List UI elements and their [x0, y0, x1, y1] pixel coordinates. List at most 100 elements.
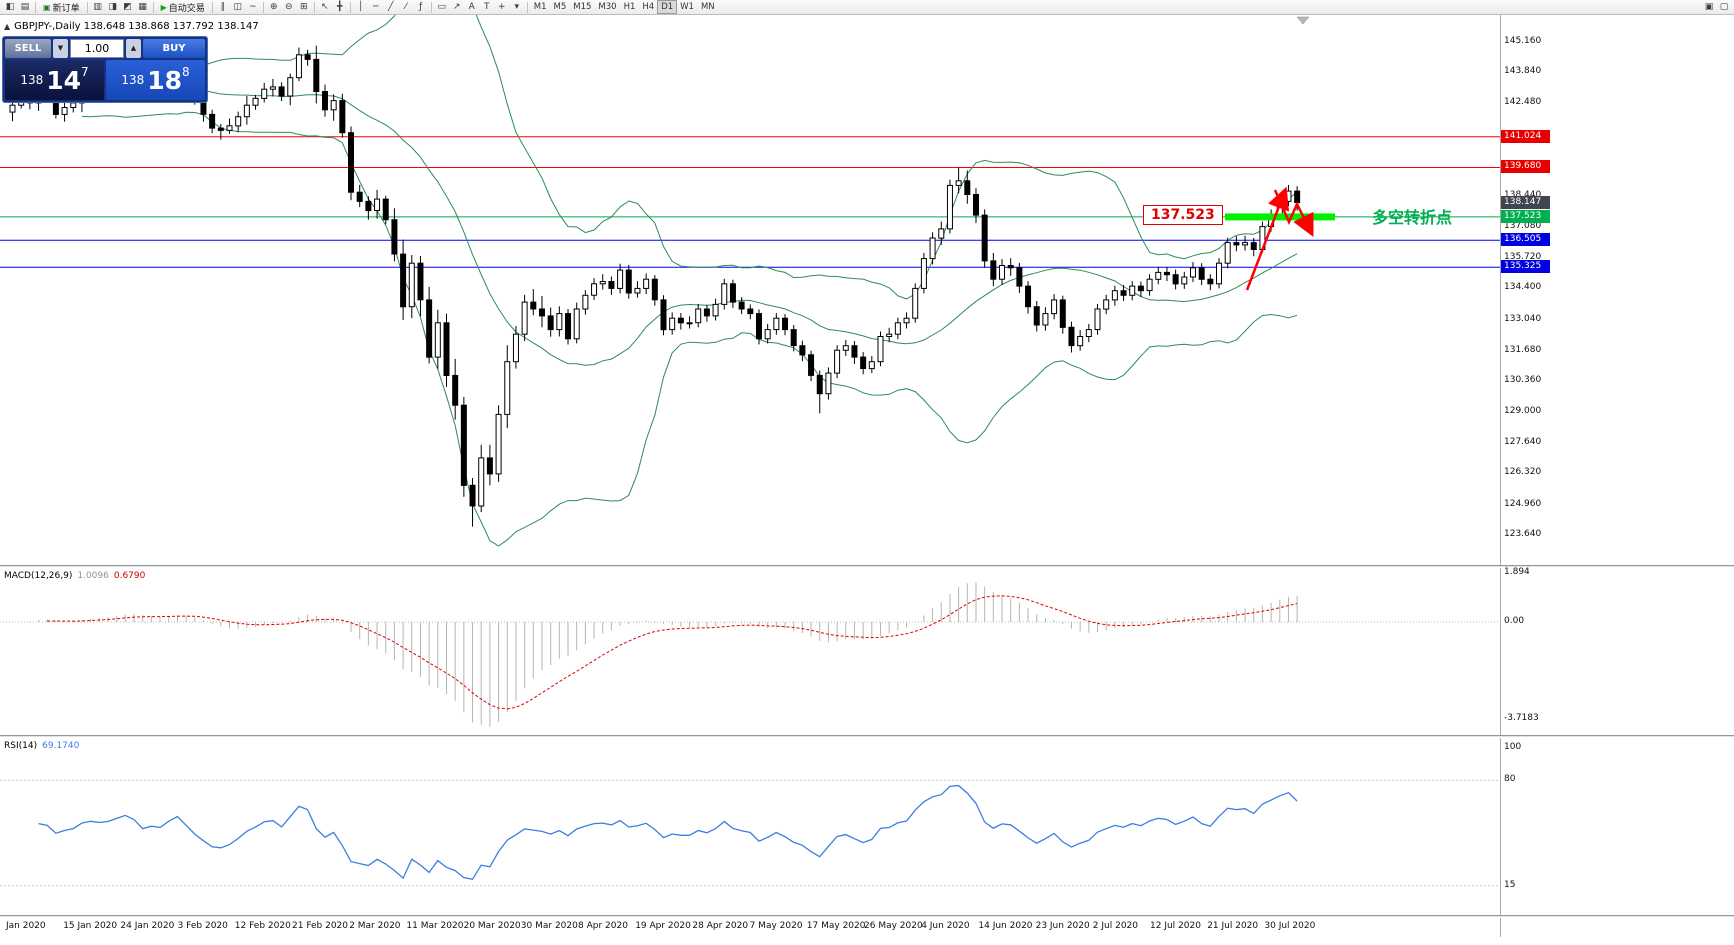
timeframe-m30[interactable]: M30: [598, 2, 617, 12]
date-label: 17 May 2020: [806, 921, 866, 931]
price-axis-label: 142.480: [1504, 97, 1542, 108]
date-label: 26 May 2020: [864, 921, 923, 931]
trade-panel-collapse-toggle[interactable]: ▲: [4, 22, 11, 31]
toolbar-separator: [86, 1, 88, 13]
rsi-axis-label: 100: [1504, 742, 1522, 752]
autotrade-button-label: 自动交易: [168, 3, 205, 14]
date-label: Jan 2020: [6, 921, 46, 931]
volume-decrease-button[interactable]: ▼: [53, 39, 68, 58]
candlestick-chart-icon[interactable]: ◫: [233, 2, 242, 12]
profiles-icon[interactable]: ▤: [20, 2, 30, 12]
price-annotation-box[interactable]: 137.523: [1143, 205, 1223, 225]
navigator-icon[interactable]: ◩: [123, 2, 132, 12]
buy-price-point: 8: [182, 65, 190, 79]
price-tag: 137.523: [1501, 209, 1550, 223]
tile-windows-icon[interactable]: ⊞: [299, 2, 308, 12]
panel-splitter-macd[interactable]: [0, 565, 1734, 568]
price-axis-label: 131.680: [1504, 344, 1542, 355]
trendline-icon[interactable]: ╱: [388, 2, 394, 12]
trade-panel-prices: 138 14 7 138 18 8: [5, 60, 205, 100]
macd-signal-value: 0.6790: [113, 571, 146, 581]
sell-price[interactable]: 138 14 7: [5, 60, 104, 100]
panel-splitter-rsi[interactable]: [0, 735, 1734, 738]
date-label: 19 Apr 2020: [635, 921, 691, 931]
timeframe-h1[interactable]: H1: [623, 2, 636, 12]
date-label: 2 Jul 2020: [1092, 921, 1139, 931]
trend-arrow-up: [1245, 186, 1290, 291]
macd-panel-header: MACD(12,26,9) 1.0096 0.6790: [4, 571, 145, 581]
zoom-out-icon[interactable]: ⊖: [284, 2, 293, 12]
crosshair-icon[interactable]: ╋: [337, 2, 343, 12]
turning-point-note[interactable]: 多空转折点: [1372, 208, 1453, 227]
buy-button[interactable]: BUY: [143, 39, 205, 58]
chart-settings-icon[interactable]: ▣: [1704, 2, 1714, 12]
arrows-icon[interactable]: ↗: [452, 2, 461, 12]
bar-chart-icon[interactable]: ∥: [220, 2, 226, 12]
sell-button[interactable]: SELL: [5, 39, 51, 58]
arrange-windows-icon[interactable]: ▢: [1719, 2, 1729, 12]
terminal-icon[interactable]: ▦: [138, 2, 147, 12]
timeframe-w1[interactable]: W1: [680, 2, 694, 12]
date-label: 23 Jun 2020: [1035, 921, 1090, 931]
timeframe-m5[interactable]: M5: [553, 2, 567, 12]
date-label: 14 Jun 2020: [978, 921, 1033, 931]
buy-price-whole: 138: [121, 73, 145, 87]
toolbar-separator: [430, 1, 432, 13]
text-icon[interactable]: A: [468, 2, 475, 12]
price-axis-label: 138.440: [1504, 190, 1541, 201]
price-axis-border[interactable]: [1500, 15, 1501, 937]
volume-input[interactable]: [70, 39, 124, 58]
new-chart-icon[interactable]: ◧: [5, 2, 15, 12]
panel-splitter-bottom[interactable]: [0, 915, 1734, 918]
date-label: 30 Jul 2020: [1264, 921, 1316, 931]
data-window-icon[interactable]: ◨: [108, 2, 117, 12]
horizontal-line-icon[interactable]: ─: [373, 2, 379, 12]
symbol-ohlc-line: GBPJPY-,Daily 138.648 138.868 137.792 13…: [14, 21, 259, 32]
date-label: 8 Apr 2020: [578, 921, 628, 931]
toolbar-separator: [35, 1, 36, 13]
dropdown-icon[interactable]: ▾: [514, 2, 520, 12]
date-label: 20 Mar 2020: [463, 921, 521, 931]
channel-icon[interactable]: ⁄: [404, 2, 407, 12]
toolbar-separator: [152, 1, 154, 13]
market-watch-icon[interactable]: ▥: [93, 2, 102, 12]
timeframe-m15[interactable]: M15: [573, 2, 592, 12]
cursor-icon[interactable]: ↖: [320, 2, 329, 12]
date-label: 28 Apr 2020: [692, 921, 749, 931]
indicators-add-icon[interactable]: +: [497, 2, 506, 12]
date-label: 24 Jan 2020: [120, 921, 175, 931]
timeframe-m1[interactable]: M1: [533, 2, 547, 12]
rsi-value: 69.1740: [42, 741, 80, 751]
label-icon[interactable]: T: [484, 2, 490, 12]
price-axis-label: 127.640: [1504, 437, 1542, 448]
vertical-line-icon[interactable]: │: [358, 2, 364, 12]
autotrade-button[interactable]: ▶ 自动交易: [157, 1, 209, 14]
price-tag: 139.680: [1501, 160, 1550, 174]
date-label: 7 May 2020: [749, 921, 803, 931]
trend-arrow-down: [1273, 189, 1314, 237]
buy-price-pips: 18: [147, 65, 183, 95]
chart-header: ▲ GBPJPY-,Daily 138.648 138.868 137.792 1…: [4, 21, 259, 32]
date-label: 21 Feb 2020: [292, 921, 349, 931]
timeframe-mn[interactable]: MN: [700, 2, 715, 12]
turning-point-highlight-bar: [1225, 213, 1335, 221]
volume-increase-button[interactable]: ▲: [126, 39, 141, 58]
date-label: 3 Feb 2020: [177, 921, 228, 931]
price-tag: 135.325: [1501, 260, 1550, 274]
new-order-button[interactable]: ▣ 新订单: [39, 1, 84, 14]
price-axis-label: 143.840: [1504, 66, 1542, 77]
shapes-icon[interactable]: ▭: [437, 2, 446, 12]
rsi-label: RSI(14): [4, 741, 38, 751]
timeframe-h4[interactable]: H4: [642, 2, 655, 12]
price-axis-label: 129.000: [1504, 406, 1542, 417]
line-chart-icon[interactable]: ~: [248, 2, 257, 12]
zoom-in-icon[interactable]: ⊕: [269, 2, 278, 12]
buy-price[interactable]: 138 18 8: [106, 60, 205, 100]
timeframe-d1[interactable]: D1: [657, 0, 678, 14]
date-label: 21 Jul 2020: [1207, 921, 1259, 931]
toolbar-separator: [349, 1, 351, 13]
price-axis-label: 135.720: [1504, 252, 1542, 263]
fibonacci-icon[interactable]: ƒ: [419, 2, 423, 12]
